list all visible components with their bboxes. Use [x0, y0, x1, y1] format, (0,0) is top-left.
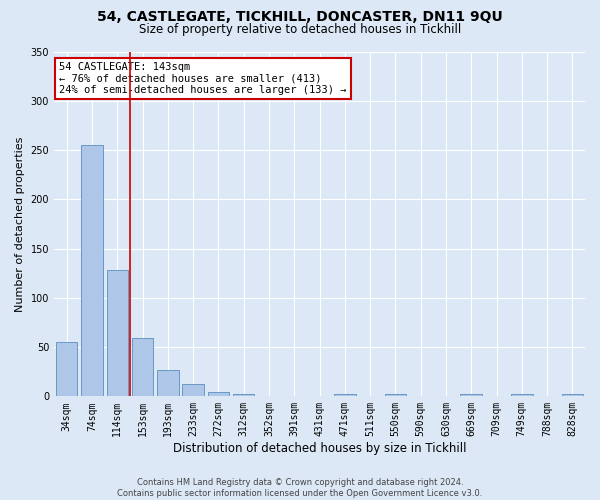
- Bar: [208, 392, 229, 396]
- Bar: [233, 394, 254, 396]
- Bar: [334, 394, 356, 396]
- Bar: [460, 394, 482, 396]
- Bar: [562, 394, 583, 396]
- Bar: [132, 338, 153, 396]
- Bar: [385, 394, 406, 396]
- Bar: [107, 270, 128, 396]
- Text: Contains HM Land Registry data © Crown copyright and database right 2024.
Contai: Contains HM Land Registry data © Crown c…: [118, 478, 482, 498]
- Bar: [511, 394, 533, 396]
- Bar: [81, 145, 103, 397]
- Bar: [182, 384, 204, 396]
- Bar: [56, 342, 77, 396]
- Bar: [157, 370, 179, 396]
- Text: 54 CASTLEGATE: 143sqm
← 76% of detached houses are smaller (413)
24% of semi-det: 54 CASTLEGATE: 143sqm ← 76% of detached …: [59, 62, 347, 95]
- Text: 54, CASTLEGATE, TICKHILL, DONCASTER, DN11 9QU: 54, CASTLEGATE, TICKHILL, DONCASTER, DN1…: [97, 10, 503, 24]
- Text: Size of property relative to detached houses in Tickhill: Size of property relative to detached ho…: [139, 22, 461, 36]
- Y-axis label: Number of detached properties: Number of detached properties: [15, 136, 25, 312]
- X-axis label: Distribution of detached houses by size in Tickhill: Distribution of detached houses by size …: [173, 442, 466, 455]
